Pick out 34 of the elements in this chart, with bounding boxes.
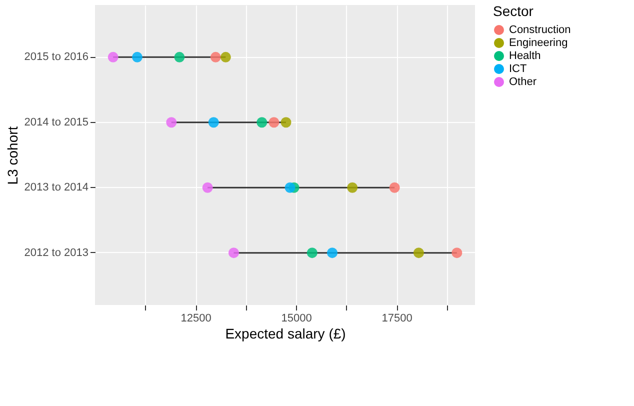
x-tick-label: 15000 (281, 312, 312, 324)
x-tick-label: 17500 (382, 312, 412, 324)
y-tick-label: 2012 to 2013 (24, 246, 88, 259)
point (452, 248, 462, 258)
point (347, 182, 358, 193)
legend-label: ICT (509, 63, 527, 75)
y-axis-title: L3 cohort (4, 126, 20, 185)
point (228, 248, 239, 258)
point (284, 182, 296, 193)
point (306, 248, 318, 258)
point (132, 52, 142, 62)
point (108, 52, 118, 62)
point (256, 117, 268, 128)
point (268, 117, 280, 128)
point (280, 117, 292, 128)
y-tick-label: 2015 to 2016 (24, 51, 88, 64)
legend-label: Health (509, 50, 541, 62)
legend-title: Sector (493, 3, 534, 19)
point (210, 52, 221, 62)
point (202, 182, 213, 193)
point (174, 52, 185, 62)
point (166, 117, 177, 128)
point (389, 182, 400, 193)
point (413, 248, 424, 258)
y-tick-label: 2013 to 2014 (24, 182, 88, 194)
x-axis-title: Expected salary (£) (225, 326, 346, 342)
x-tick-label: 12500 (180, 312, 212, 324)
legend-label: Other (509, 76, 537, 88)
legend-label: Construction (509, 24, 571, 36)
point (220, 52, 231, 62)
point (208, 117, 219, 128)
y-tick-label: 2014 to 2015 (24, 116, 88, 128)
point (327, 248, 338, 258)
legend-label: Engineering (509, 37, 568, 49)
